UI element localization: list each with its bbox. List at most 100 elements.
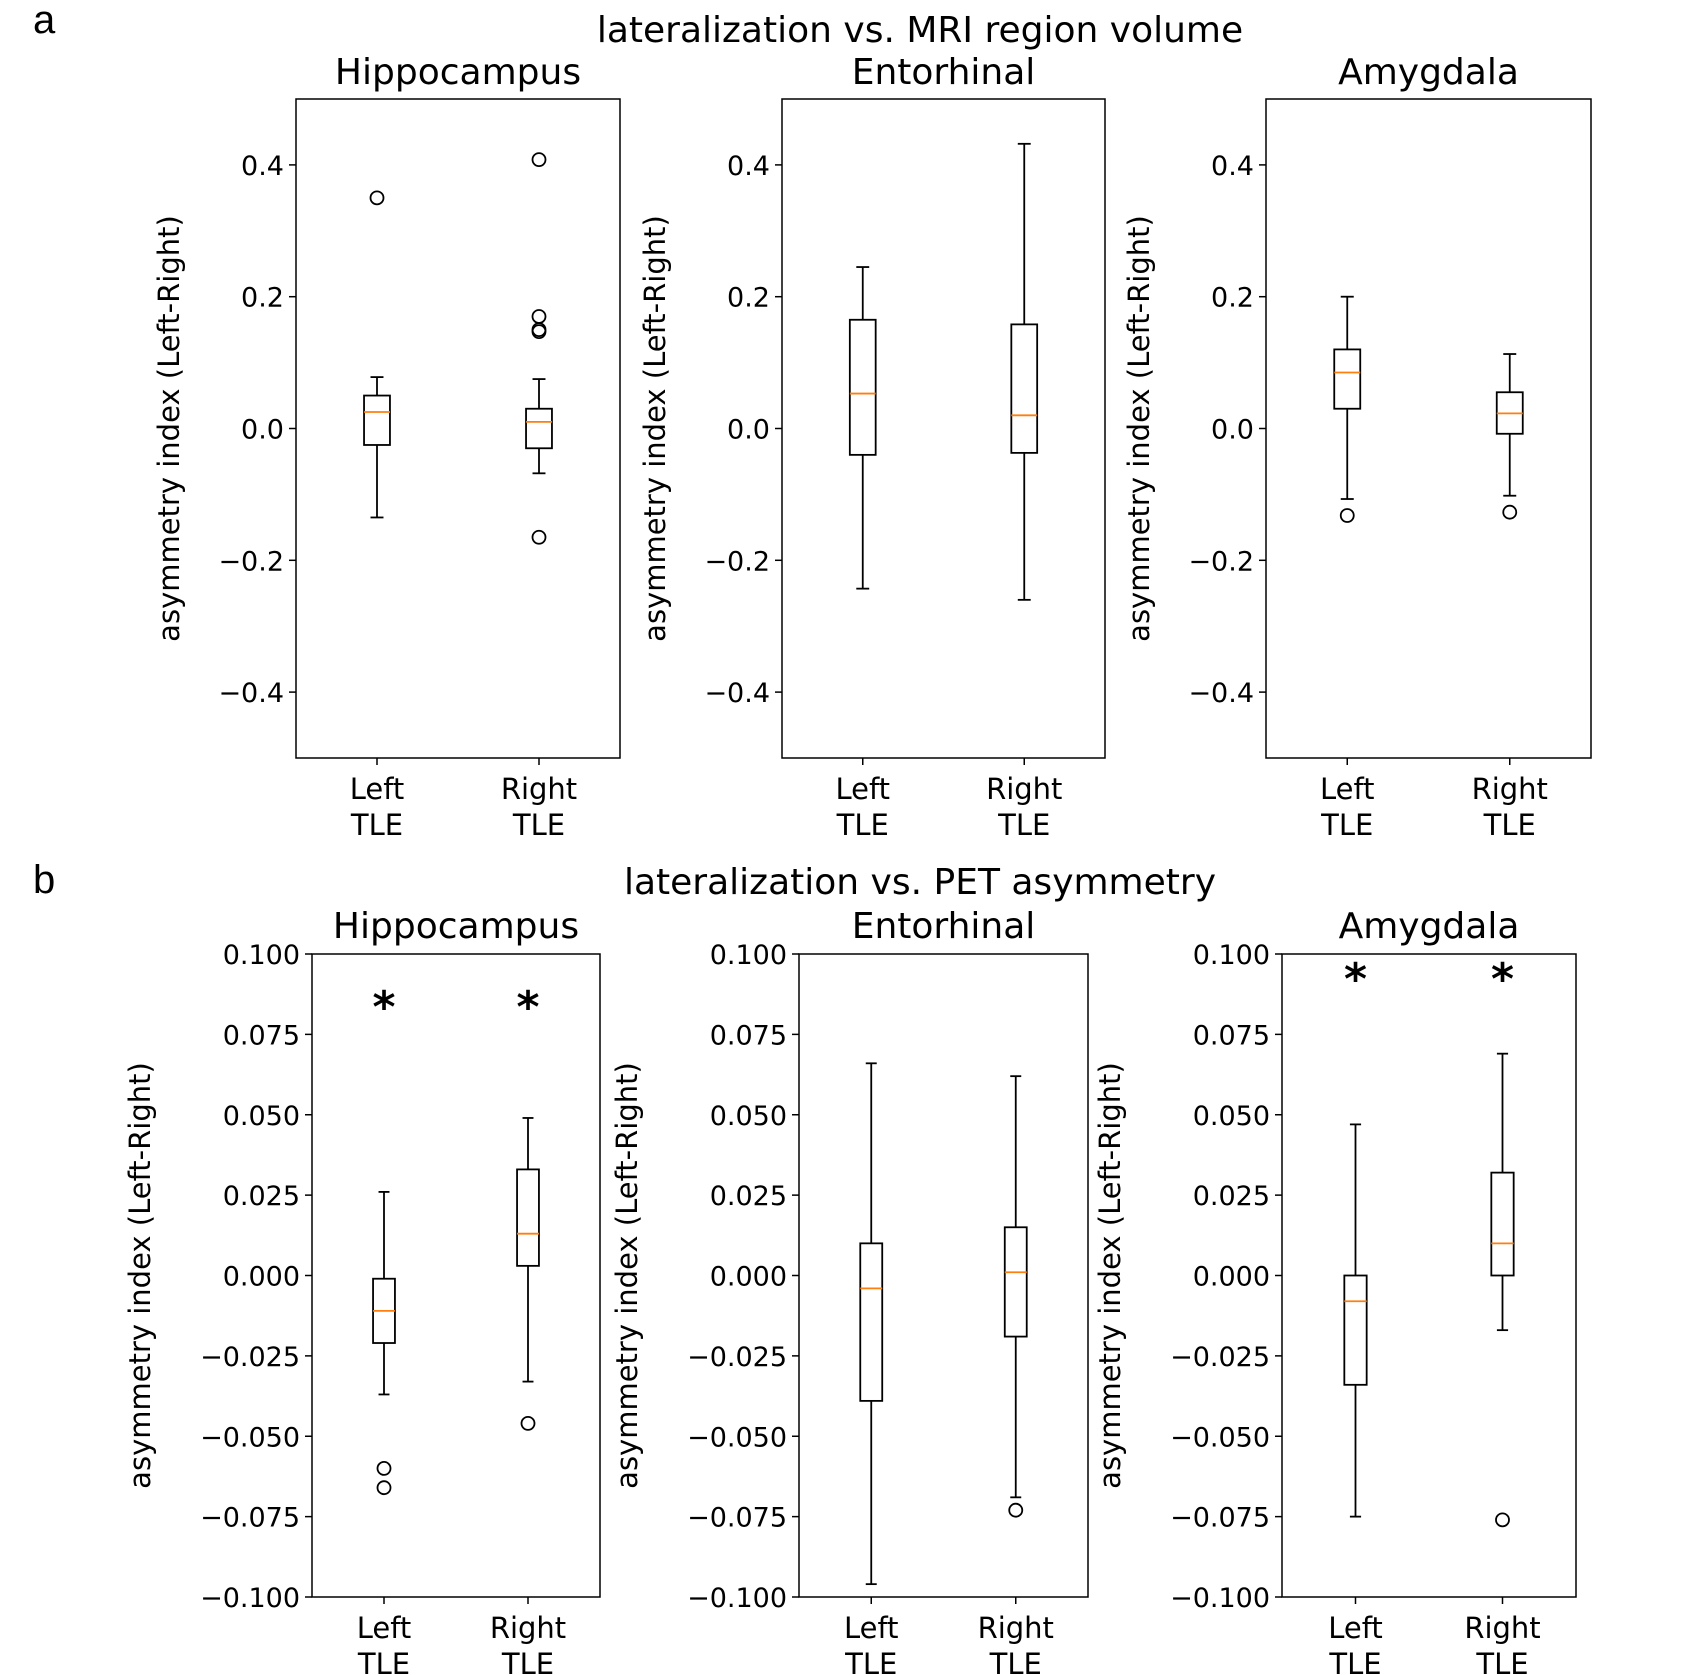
y-tick-label-b-entorhinal-3: 0.025	[710, 1181, 787, 1212]
subplot-b-amygdala: Amygdala asymmetry index (Left-Right) 0.10…	[1093, 906, 1577, 1675]
y-tick-label-b-hippocampus-1: 0.075	[223, 1020, 300, 1051]
box-a-hippocampus-right-tle	[525, 407, 553, 450]
x-tick-label-a-hippocampus-0-0: Left	[350, 772, 405, 806]
significance-marker-b-hippocampus-1: *	[516, 982, 539, 1033]
y-tick-label-b-entorhinal-6: −0.050	[687, 1422, 787, 1453]
x-tick-label-b-hippocampus-0-0: Left	[357, 1611, 412, 1645]
y-axis-label-a-amygdala: asymmetry index (Left-Right)	[1122, 215, 1156, 642]
y-tick-label-b-entorhinal-5: −0.025	[687, 1342, 787, 1373]
x-tick-label-a-entorhinal-1-0: Right	[986, 772, 1062, 806]
y-tick-label-b-entorhinal-2: 0.050	[710, 1101, 787, 1132]
x-tick-label-b-hippocampus-1-0: Right	[490, 1611, 566, 1645]
y-tick-label-b-amygdala-3: 0.025	[1193, 1181, 1270, 1212]
x-tick-label-a-entorhinal-1-1: TLE	[997, 808, 1050, 842]
subplot-title-a-entorhinal: Entorhinal	[852, 52, 1036, 93]
box-a-amygdala-left-tle	[1333, 348, 1362, 410]
x-tick-label-b-entorhinal-0-0: Left	[844, 1611, 899, 1645]
y-tick-label-a-amygdala-2: 0.0	[1211, 415, 1254, 446]
y-tick-label-b-amygdala-7: −0.075	[1170, 1503, 1270, 1534]
y-tick-label-b-hippocampus-8: −0.100	[200, 1583, 300, 1614]
axes-frame-a-hippocampus	[295, 98, 621, 759]
axes-frame-b-entorhinal	[798, 953, 1089, 1598]
y-axis-label-b-entorhinal: asymmetry index (Left-Right)	[610, 1062, 644, 1489]
x-tick-label-b-amygdala-1-1: TLE	[1475, 1647, 1528, 1675]
outlier-a-amygdala-right-tle-0	[1502, 504, 1518, 520]
y-tick-label-b-amygdala-5: −0.025	[1170, 1342, 1270, 1373]
panel-a: a lateralization vs. MRI region volume H…	[33, 0, 1592, 842]
x-tick-label-a-hippocampus-1-1: TLE	[512, 808, 565, 842]
y-tick-label-b-hippocampus-2: 0.050	[223, 1101, 300, 1132]
y-tick-label-b-amygdala-4: 0.000	[1193, 1262, 1270, 1293]
subplot-b-hippocampus: Hippocampus asymmetry index (Left-Right) 0…	[123, 906, 601, 1675]
box-b-entorhinal-left-tle	[859, 1242, 884, 1402]
y-tick-label-b-hippocampus-4: 0.000	[223, 1262, 300, 1293]
y-tick-label-a-entorhinal-4: −0.4	[704, 678, 770, 709]
y-tick-label-b-hippocampus-0: 0.100	[223, 940, 300, 971]
subplot-a-entorhinal: Entorhinal asymmetry index (Left-Right) 0.…	[638, 52, 1106, 842]
y-tick-label-b-entorhinal-8: −0.100	[687, 1583, 787, 1614]
x-tick-label-b-entorhinal-1-0: Right	[978, 1611, 1054, 1645]
y-tick-label-b-entorhinal-0: 0.100	[710, 940, 787, 971]
outlier-b-entorhinal-right-tle-0	[1008, 1502, 1024, 1518]
y-tick-label-b-amygdala-2: 0.050	[1193, 1101, 1270, 1132]
y-tick-label-a-hippocampus-2: 0.0	[241, 415, 284, 446]
outlier-b-hippocampus-left-tle-1	[376, 1480, 392, 1496]
outlier-a-hippocampus-left-tle-0	[369, 190, 385, 206]
panel-b: b lateralization vs. PET asymmetry Hippo…	[33, 858, 1577, 1675]
outlier-b-hippocampus-left-tle-0	[376, 1461, 392, 1476]
significance-marker-b-amygdala-0: *	[1344, 954, 1367, 1005]
y-tick-label-b-hippocampus-6: −0.050	[200, 1422, 300, 1453]
outlier-a-hippocampus-right-tle-1	[531, 309, 547, 324]
panel-a-title: lateralization vs. MRI region volume	[597, 10, 1243, 51]
y-tick-label-a-hippocampus-4: −0.4	[218, 678, 284, 709]
axes-frame-b-hippocampus	[311, 953, 601, 1598]
y-axis-label-b-hippocampus: asymmetry index (Left-Right)	[123, 1062, 157, 1489]
y-tick-label-b-entorhinal-4: 0.000	[710, 1262, 787, 1293]
y-tick-label-a-hippocampus-1: 0.2	[241, 283, 284, 314]
box-b-amygdala-right-tle	[1490, 1171, 1515, 1277]
outlier-a-hippocampus-right-tle-0	[531, 152, 547, 168]
y-tick-label-a-amygdala-1: 0.2	[1211, 283, 1254, 314]
x-tick-label-a-hippocampus-1-0: Right	[501, 772, 577, 806]
significance-marker-b-amygdala-1: *	[1491, 954, 1514, 1005]
y-tick-label-b-entorhinal-1: 0.075	[710, 1020, 787, 1051]
y-axis-label-b-amygdala: asymmetry index (Left-Right)	[1093, 1062, 1127, 1489]
box-a-entorhinal-right-tle	[1010, 323, 1039, 454]
x-tick-label-a-entorhinal-0-0: Left	[835, 772, 890, 806]
y-tick-label-b-amygdala-6: −0.050	[1170, 1422, 1270, 1453]
panel-letter-a: a	[33, 0, 56, 42]
x-tick-label-b-amygdala-1-0: Right	[1464, 1611, 1540, 1645]
axes-frame-a-amygdala	[1265, 98, 1592, 759]
x-tick-label-b-hippocampus-1-1: TLE	[501, 1647, 554, 1675]
y-axis-label-a-entorhinal: asymmetry index (Left-Right)	[638, 215, 672, 642]
y-tick-label-a-entorhinal-0: 0.4	[727, 151, 770, 182]
outlier-a-amygdala-left-tle-0	[1339, 508, 1355, 523]
x-tick-label-a-amygdala-0-1: TLE	[1320, 808, 1373, 842]
y-tick-label-b-entorhinal-7: −0.075	[687, 1503, 787, 1534]
subplot-title-b-entorhinal: Entorhinal	[852, 906, 1036, 947]
subplot-title-b-hippocampus: Hippocampus	[333, 906, 579, 947]
y-tick-label-a-entorhinal-3: −0.2	[704, 546, 770, 577]
box-b-hippocampus-right-tle	[516, 1168, 540, 1267]
y-tick-label-b-amygdala-8: −0.100	[1170, 1583, 1270, 1614]
axes-frame-a-entorhinal	[781, 98, 1106, 759]
outlier-b-amygdala-right-tle-0	[1495, 1512, 1510, 1528]
panel-b-title: lateralization vs. PET asymmetry	[624, 862, 1216, 903]
x-tick-label-b-amygdala-0-1: TLE	[1328, 1647, 1381, 1675]
y-tick-label-a-amygdala-4: −0.4	[1188, 678, 1254, 709]
axes-frame-b-amygdala	[1281, 953, 1577, 1598]
y-tick-label-a-amygdala-3: −0.2	[1188, 546, 1254, 577]
x-tick-label-b-entorhinal-1-1: TLE	[989, 1647, 1042, 1675]
outlier-a-hippocampus-right-tle-3	[531, 324, 547, 340]
subplot-title-b-amygdala: Amygdala	[1339, 906, 1520, 947]
x-tick-label-a-amygdala-1-0: Right	[1472, 772, 1548, 806]
x-tick-label-a-amygdala-0-0: Left	[1320, 772, 1375, 806]
box-a-hippocampus-left-tle	[363, 394, 391, 446]
box-b-entorhinal-right-tle	[1003, 1226, 1028, 1338]
subplot-a-amygdala: Amygdala asymmetry index (Left-Right) 0.4 0…	[1122, 52, 1592, 842]
panel-letter-b: b	[33, 858, 55, 902]
y-tick-label-b-hippocampus-5: −0.025	[200, 1342, 300, 1373]
x-tick-label-a-entorhinal-0-1: TLE	[836, 808, 889, 842]
subplot-a-hippocampus: Hippocampus asymmetry index (Left-Right) 0…	[152, 52, 621, 842]
